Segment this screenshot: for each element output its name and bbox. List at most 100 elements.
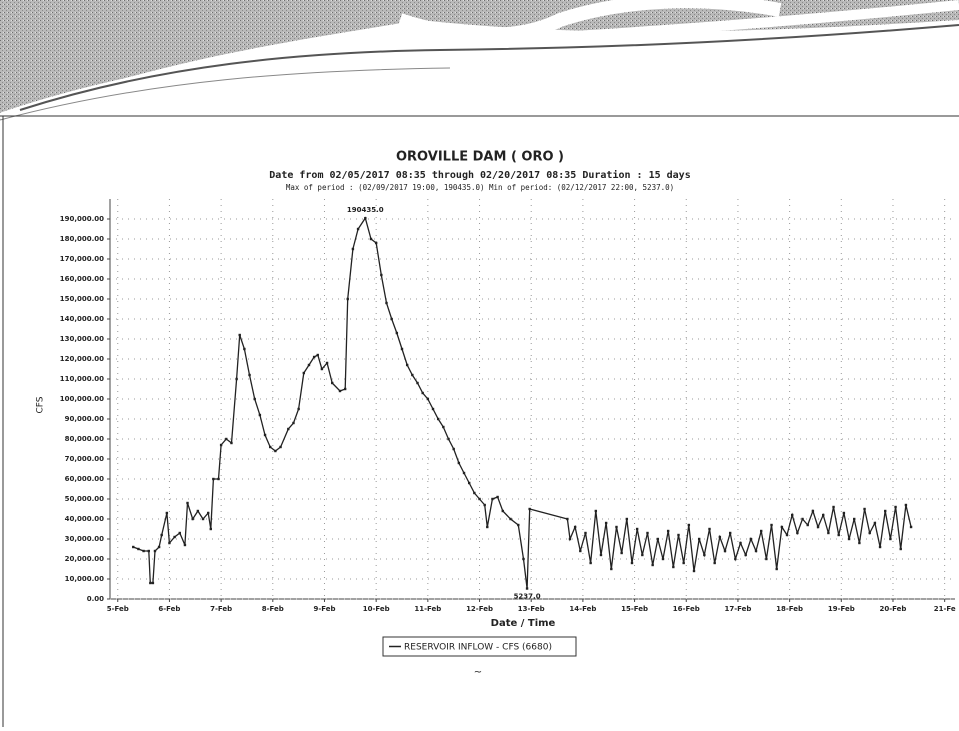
plot-area xyxy=(132,217,912,590)
data-point xyxy=(703,554,705,556)
data-point xyxy=(817,526,819,528)
data-point xyxy=(197,510,199,512)
x-tick-label: 6-Feb xyxy=(158,605,180,613)
data-point xyxy=(137,548,139,550)
y-tick-label: 180,000.00 xyxy=(60,235,104,243)
chart-title: OROVILLE DAM ( ORO ) xyxy=(396,150,564,165)
data-point xyxy=(584,532,586,534)
data-point xyxy=(750,538,752,540)
x-tick-label: 13-Feb xyxy=(518,605,545,613)
data-point xyxy=(339,390,341,392)
data-point xyxy=(202,518,204,520)
period-note: Max of period : (02/09/2017 19:00, 19043… xyxy=(286,183,674,192)
data-point xyxy=(889,538,891,540)
data-point xyxy=(734,558,736,560)
data-point xyxy=(152,582,154,584)
data-point xyxy=(641,554,643,556)
y-tick-label: 30,000.00 xyxy=(65,535,105,543)
data-point xyxy=(142,550,144,552)
data-point xyxy=(173,536,175,538)
data-point xyxy=(235,378,237,380)
data-point xyxy=(874,522,876,524)
y-tick-label: 70,000.00 xyxy=(65,455,105,463)
x-tick-label: 17-Feb xyxy=(724,605,751,613)
data-point xyxy=(292,422,294,424)
data-point xyxy=(303,372,305,374)
data-point xyxy=(269,446,271,448)
data-point xyxy=(760,530,762,532)
data-point xyxy=(827,532,829,534)
data-point xyxy=(858,542,860,544)
data-point xyxy=(442,426,444,428)
data-point xyxy=(672,566,674,568)
data-point xyxy=(207,512,209,514)
data-point xyxy=(179,532,181,534)
data-point xyxy=(869,532,871,534)
x-tick-label: 5-Feb xyxy=(107,605,129,613)
data-point xyxy=(526,587,528,589)
data-point xyxy=(517,524,519,526)
x-tick-label: 12-Feb xyxy=(466,605,493,613)
data-point xyxy=(610,568,612,570)
data-point xyxy=(569,538,571,540)
x-tick-label: 9-Feb xyxy=(313,605,335,613)
data-point xyxy=(832,506,834,508)
data-point xyxy=(605,522,607,524)
data-point xyxy=(401,348,403,350)
data-point xyxy=(297,408,299,410)
data-point xyxy=(225,438,227,440)
data-point xyxy=(380,274,382,276)
data-point xyxy=(657,538,659,540)
data-point xyxy=(724,550,726,552)
data-point xyxy=(158,546,160,548)
data-point xyxy=(148,550,150,552)
data-point xyxy=(781,526,783,528)
y-tick-label: 0.00 xyxy=(87,595,104,603)
data-point xyxy=(468,482,470,484)
y-tick-label: 110,000.00 xyxy=(60,375,104,383)
data-point xyxy=(212,478,214,480)
data-point xyxy=(149,582,151,584)
data-point xyxy=(321,368,323,370)
data-point xyxy=(396,332,398,334)
data-point xyxy=(636,528,638,530)
data-point xyxy=(186,502,188,504)
annotation: 5237.0 xyxy=(514,593,541,601)
data-point xyxy=(331,382,333,384)
data-point xyxy=(259,414,261,416)
x-tick-label: 10-Feb xyxy=(363,605,390,613)
data-point xyxy=(191,518,193,520)
data-point xyxy=(509,518,511,520)
data-point xyxy=(166,512,168,514)
data-point xyxy=(184,544,186,546)
data-point xyxy=(210,528,212,530)
y-tick-label: 60,000.00 xyxy=(65,475,105,483)
data-point xyxy=(437,418,439,420)
data-point xyxy=(463,472,465,474)
data-point xyxy=(595,510,597,512)
data-point xyxy=(313,356,315,358)
data-point xyxy=(853,518,855,520)
x-axis-label: Date / Time xyxy=(491,618,556,629)
y-tick-label: 80,000.00 xyxy=(65,435,105,443)
data-point xyxy=(744,554,746,556)
data-point xyxy=(646,532,648,534)
legend-label: RESERVOIR INFLOW - CFS (6680) xyxy=(404,643,552,653)
data-point xyxy=(385,302,387,304)
y-tick-label: 50,000.00 xyxy=(65,495,105,503)
data-point xyxy=(879,546,881,548)
data-point xyxy=(807,524,809,526)
data-point xyxy=(168,542,170,544)
data-point xyxy=(698,538,700,540)
data-point xyxy=(496,496,498,498)
data-point xyxy=(682,562,684,564)
data-point xyxy=(326,362,328,364)
data-point xyxy=(370,238,372,240)
data-point xyxy=(308,364,310,366)
data-point xyxy=(662,558,664,560)
y-tick-label: 140,000.00 xyxy=(60,315,104,323)
data-point xyxy=(791,514,793,516)
data-point xyxy=(848,538,850,540)
data-point xyxy=(243,348,245,350)
x-tick-label: 16-Feb xyxy=(673,605,700,613)
